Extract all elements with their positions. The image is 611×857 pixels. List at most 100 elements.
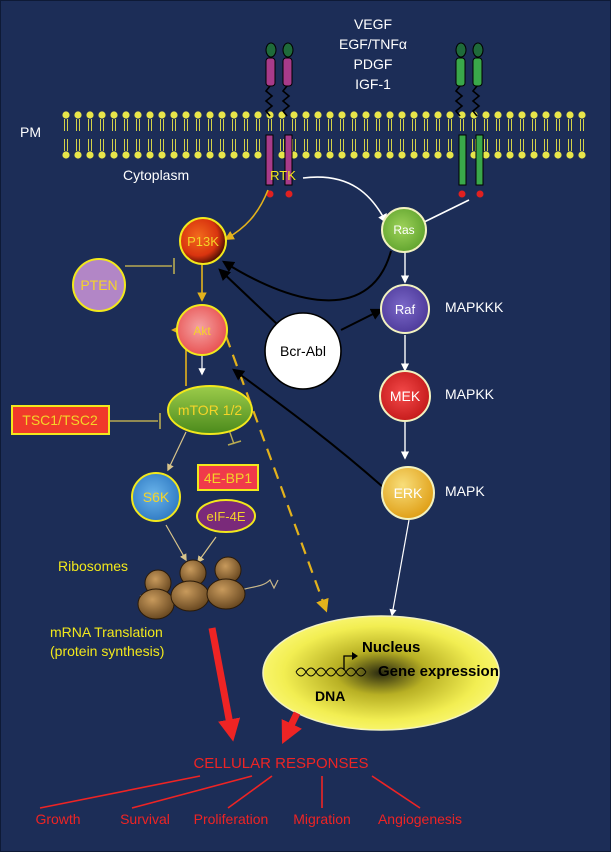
response-branches bbox=[39, 775, 421, 809]
protein-synthesis-label: (protein synthesis) bbox=[50, 643, 164, 659]
lipid-head bbox=[410, 151, 418, 159]
response-branch-line bbox=[371, 775, 421, 809]
lipid-head bbox=[374, 151, 382, 159]
lipid-head bbox=[494, 111, 502, 119]
lipid-head bbox=[62, 151, 70, 159]
erk-node: ERK bbox=[381, 466, 435, 520]
4ebp1-box: 4E-BP1 bbox=[197, 464, 259, 491]
pten-node: PTEN bbox=[72, 258, 126, 312]
ras-node: Ras bbox=[381, 207, 427, 253]
arrow-rtk-to-ras bbox=[302, 176, 387, 224]
lipid-head bbox=[434, 111, 442, 119]
arrow-ras-to-pi3k bbox=[221, 250, 392, 302]
lipid-head bbox=[386, 111, 394, 119]
mek-label: MEK bbox=[390, 388, 421, 404]
lipid-head bbox=[338, 151, 346, 159]
lipid-head bbox=[530, 151, 538, 159]
mek-node: MEK bbox=[379, 370, 431, 422]
response-angiogenesis: Angiogenesis bbox=[378, 811, 462, 827]
lipid-head bbox=[518, 151, 526, 159]
lipid-head bbox=[578, 111, 586, 119]
tsc-box: TSC1/TSC2 bbox=[11, 405, 110, 435]
lipid-head bbox=[398, 111, 406, 119]
lipid-head bbox=[110, 151, 118, 159]
arrow-s6k-to-ribosomes bbox=[165, 524, 187, 562]
lipid-head bbox=[158, 111, 166, 119]
lipid-head bbox=[530, 111, 538, 119]
lipid-head bbox=[158, 151, 166, 159]
mapk-label: MAPK bbox=[445, 483, 485, 499]
response-survival: Survival bbox=[120, 811, 170, 827]
response-branch-line bbox=[227, 775, 273, 809]
lipid-head bbox=[98, 151, 106, 159]
mapkk-label: MAPKK bbox=[445, 386, 495, 402]
lipid-head bbox=[314, 151, 322, 159]
lipid-head bbox=[206, 151, 214, 159]
lipid-head bbox=[410, 111, 418, 119]
arrow-rtk-to-pi3k bbox=[224, 189, 269, 240]
mtor-node: mTOR 1/2 bbox=[167, 385, 253, 435]
raf-label: Raf bbox=[395, 302, 416, 317]
lipid-head bbox=[74, 111, 82, 119]
lipid-head bbox=[494, 151, 502, 159]
lipid-head bbox=[554, 111, 562, 119]
lipid-head bbox=[254, 111, 262, 119]
arrow-akt-to-nucleus-dashed bbox=[224, 335, 329, 613]
lipid-head bbox=[470, 111, 478, 119]
eif4e-label: eIF-4E bbox=[206, 509, 245, 524]
lipid-head bbox=[326, 111, 334, 119]
raf-node: Raf bbox=[380, 284, 430, 334]
lipid-head bbox=[134, 111, 142, 119]
lipid-head bbox=[542, 151, 550, 159]
tsc-label: TSC1/TSC2 bbox=[22, 412, 98, 428]
ligand-vegf: VEGF bbox=[354, 16, 392, 32]
arrow-bcrabl-to-pi3k bbox=[218, 268, 279, 326]
mapkkk-label: MAPKKK bbox=[445, 299, 504, 315]
lipid-head bbox=[338, 111, 346, 119]
lipid-head bbox=[182, 151, 190, 159]
lipid-head bbox=[506, 111, 514, 119]
lipid-head bbox=[302, 151, 310, 159]
rtk-label: RTK bbox=[270, 168, 296, 183]
lipid-head bbox=[230, 111, 238, 119]
lipid-head bbox=[122, 151, 130, 159]
ligand-egf-tnfa: EGF/TNFα bbox=[339, 36, 407, 52]
lipid-head bbox=[374, 111, 382, 119]
lipid-head bbox=[86, 151, 94, 159]
plasma-membrane bbox=[62, 111, 586, 159]
lipid-head bbox=[578, 151, 586, 159]
ras-label: Ras bbox=[393, 223, 414, 237]
pten-label: PTEN bbox=[80, 277, 117, 293]
inhibition-tsc-mtor bbox=[110, 413, 161, 429]
lipid-head bbox=[278, 151, 286, 159]
response-growth: Growth bbox=[35, 811, 80, 827]
lipid-head bbox=[98, 111, 106, 119]
lipid-head bbox=[74, 151, 82, 159]
nucleus-label: Nucleus bbox=[362, 639, 420, 656]
erk-label: ERK bbox=[394, 485, 423, 501]
lipid-head bbox=[350, 151, 358, 159]
mrna-translation-label: mRNA Translation bbox=[50, 624, 163, 640]
arrow-erk-to-nucleus bbox=[389, 519, 410, 617]
lipid-head bbox=[170, 151, 178, 159]
response-branch-line bbox=[131, 775, 253, 809]
lipid-head bbox=[62, 111, 70, 119]
ligand-igf1: IGF-1 bbox=[355, 76, 391, 92]
cellular-responses-title: CELLULAR RESPONSES bbox=[193, 755, 368, 772]
cytoplasm-label: Cytoplasm bbox=[123, 167, 189, 183]
gene-expression-label: Gene expression bbox=[378, 663, 499, 680]
lipid-head bbox=[110, 111, 118, 119]
lipid-head bbox=[446, 151, 454, 159]
lipid-head bbox=[194, 111, 202, 119]
arrow-translation-to-responses bbox=[208, 627, 241, 742]
ligand-pdgf: PDGF bbox=[354, 56, 393, 72]
inhibition-pten-pi3k bbox=[125, 258, 175, 274]
bcrabl-node: Bcr-Abl bbox=[264, 312, 342, 390]
nucleus: Nucleus Gene expression DNA bbox=[262, 615, 500, 731]
s6k-node: S6K bbox=[131, 472, 181, 522]
arrow-mtor-to-s6k bbox=[167, 431, 187, 472]
lipid-head bbox=[446, 111, 454, 119]
bcrabl-label: Bcr-Abl bbox=[280, 343, 326, 359]
arrow-erk-to-akt bbox=[232, 368, 385, 489]
